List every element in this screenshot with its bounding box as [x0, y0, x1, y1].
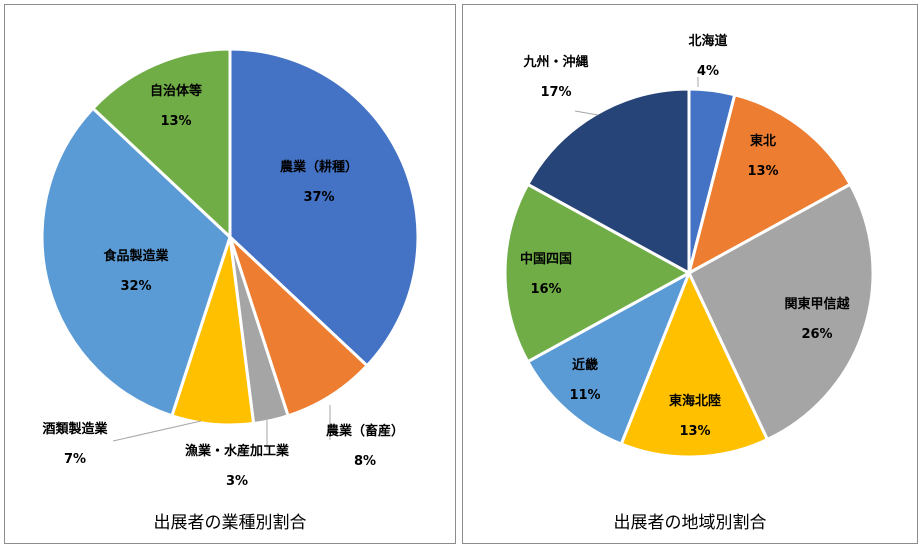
slice-value-label-0-4: 32% — [120, 279, 151, 294]
slice-value-label-1-1: 13% — [747, 164, 778, 179]
slice-label-0-3: 酒類製造業 — [42, 421, 108, 437]
slice-label-0-2: 漁業・水産加工業 — [185, 443, 290, 459]
slice-value-label-1-2: 26% — [801, 327, 832, 342]
pie-slice-1-2 — [687, 182, 875, 442]
leader-line-0-3 — [112, 420, 202, 442]
slice-value-label-1-5: 16% — [530, 282, 561, 297]
pie-slice-0-0 — [228, 47, 420, 368]
pie-slice-0-4 — [40, 106, 232, 418]
pie-slice-1-4 — [525, 269, 692, 447]
slice-label-1-4: 近畿 — [572, 357, 598, 373]
region-pie-chart: 北海道 4% 東北 13% 関東甲信越 26% 東海北陸 13% 近畿 11% 中国四国 16% 九州・… — [503, 33, 875, 459]
slice-value-label-0-1: 8% — [354, 454, 376, 469]
slice-value-label-0-0: 37% — [303, 190, 334, 205]
slice-label-1-1: 東北 — [750, 133, 776, 149]
pie-slice-1-3 — [619, 269, 770, 459]
region-chart-panel: 北海道 4% 東北 13% 関東甲信越 26% 東海北陸 13% 近畿 11% 中国四国 16% 九州・… — [462, 4, 918, 544]
pie-slice-0-1 — [228, 235, 370, 418]
slice-value-label-0-5: 13% — [160, 114, 191, 129]
pie-slice-0-5 — [90, 47, 232, 241]
slice-value-label-0-2: 3% — [226, 474, 248, 489]
slice-label-0-0: 農業（耕種） — [280, 159, 358, 175]
slice-value-label-1-0: 4% — [697, 64, 719, 79]
leader-line-1-6 — [574, 110, 599, 116]
slice-label-1-5: 中国四国 — [520, 251, 572, 267]
slice-label-0-1: 農業（畜産） — [326, 423, 404, 439]
slice-label-1-3: 東海北陸 — [669, 393, 721, 409]
slice-value-label-0-3: 7% — [64, 452, 86, 467]
slice-value-label-1-4: 11% — [569, 388, 600, 403]
slice-label-0-5: 自治体等 — [150, 83, 202, 99]
slice-label-1-2: 関東甲信越 — [784, 296, 850, 312]
region-chart-title: 出展者の地域別割合 — [613, 513, 767, 533]
slice-label-1-6: 九州・沖縄 — [522, 54, 588, 70]
industry-chart-panel: 農業（耕種） 37% 農業（畜産） 8% 漁業・水産加工業 3% 酒類製造業 7% 食品製造業 3… — [4, 4, 456, 544]
pie-slice-1-5 — [503, 182, 693, 364]
industry-pie-chart: 農業（耕種） 37% 農業（畜産） 8% 漁業・水産加工業 3% 酒類製造業 7% 食品製造業 3… — [40, 47, 420, 489]
industry-chart-title: 出展者の業種別割合 — [153, 513, 307, 533]
slice-label-0-4: 食品製造業 — [103, 248, 169, 264]
pie-slice-1-1 — [686, 92, 853, 276]
slice-value-label-1-6: 17% — [540, 85, 571, 100]
slice-value-label-1-3: 13% — [679, 424, 710, 439]
slice-label-1-0: 北海道 — [688, 33, 727, 49]
